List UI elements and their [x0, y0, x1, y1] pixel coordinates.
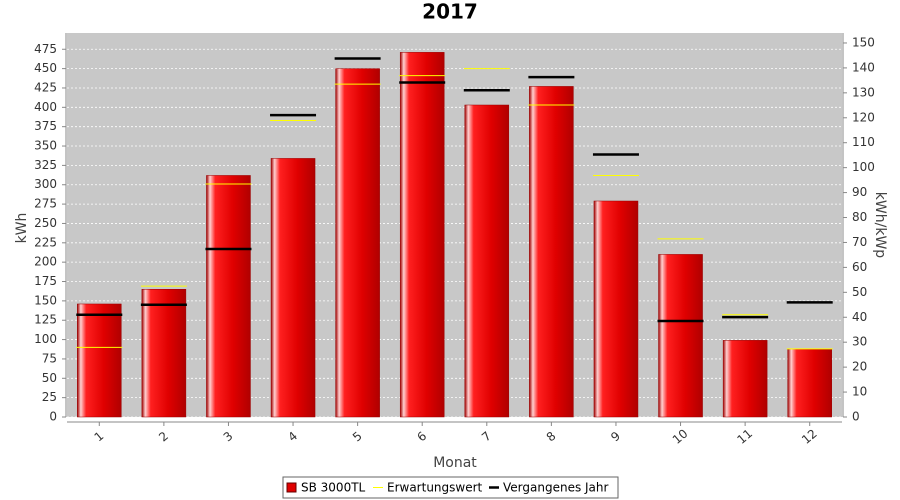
x-tick-label: 3 [221, 429, 236, 445]
y2-tick-label: 120 [852, 110, 875, 124]
x-tick-label: 11 [734, 426, 755, 447]
x-tick-label: 8 [544, 429, 559, 445]
y2-tick-label: 110 [852, 135, 875, 149]
y2-tick-label: 0 [852, 410, 860, 424]
bar [206, 175, 251, 418]
y2-tick-label: 50 [852, 285, 867, 299]
y-tick-label: 225 [34, 235, 57, 249]
y2-tick-label: 30 [852, 335, 867, 349]
y2-tick-label: 130 [852, 85, 875, 99]
y2-tick-label: 90 [852, 185, 867, 199]
bar [77, 303, 122, 418]
y2-tick-label: 80 [852, 210, 867, 224]
y-tick-label: 175 [34, 274, 57, 288]
y-tick-label: 100 [34, 332, 57, 346]
y2-tick-label: 10 [852, 385, 867, 399]
y-tick-label: 250 [34, 216, 57, 230]
chart-title: 2017 [422, 0, 478, 24]
bar [722, 340, 768, 418]
y-tick-label: 425 [34, 80, 57, 94]
y-axis-label: kWh [14, 213, 30, 244]
x-tick-label: 9 [608, 429, 623, 445]
bar [141, 289, 187, 418]
y-tick-label: 150 [34, 293, 57, 307]
y-tick-label: 350 [34, 139, 57, 153]
bar [270, 158, 316, 418]
y-tick-label: 475 [34, 42, 57, 56]
bar [529, 86, 574, 418]
y-tick-label: 25 [42, 390, 57, 404]
legend-swatch [286, 482, 297, 493]
x-tick-label: 6 [414, 429, 429, 445]
y2-tick-label: 70 [852, 235, 867, 249]
x-axis-label: Monat [433, 455, 477, 471]
x-tick-label: 12 [799, 426, 820, 447]
y-tick-label: 0 [49, 410, 57, 424]
y2-tick-label: 60 [852, 260, 867, 274]
y-tick-label: 75 [42, 351, 57, 365]
x-tick-label: 4 [285, 429, 300, 445]
x-tick-label: 7 [479, 429, 494, 445]
x-tick-label: 2 [156, 429, 171, 445]
y-tick-label: 375 [34, 119, 57, 133]
plot-background [67, 33, 842, 417]
bar [335, 68, 380, 418]
y2-tick-label: 100 [852, 160, 875, 174]
y2-tick-label: 140 [852, 60, 875, 74]
legend-label: SB 3000TL [301, 481, 366, 495]
bar [464, 104, 510, 418]
y-tick-label: 200 [34, 255, 57, 269]
y-tick-label: 50 [42, 371, 57, 385]
y-tick-label: 325 [34, 158, 57, 172]
legend [282, 476, 619, 499]
bar [593, 200, 639, 418]
legend-label: Vergangenes Jahr [503, 481, 609, 495]
y-tick-label: 400 [34, 100, 57, 114]
y2-tick-label: 150 [852, 35, 875, 49]
x-tick-label: 5 [350, 429, 365, 445]
y2-tick-label: 40 [852, 310, 867, 324]
x-tick-label: 1 [92, 429, 107, 445]
y2-tick-label: 20 [852, 360, 867, 374]
y-tick-label: 300 [34, 177, 57, 191]
legend-label: Erwartungswert [387, 481, 483, 495]
x-tick-label: 10 [670, 426, 691, 447]
bar [787, 348, 832, 418]
bar [399, 52, 445, 418]
y-tick-label: 450 [34, 61, 57, 75]
y-tick-label: 125 [34, 313, 57, 327]
y-tick-label: 275 [34, 197, 57, 211]
y2-axis-label: kWh/kWp [872, 192, 888, 258]
bar [658, 254, 703, 418]
